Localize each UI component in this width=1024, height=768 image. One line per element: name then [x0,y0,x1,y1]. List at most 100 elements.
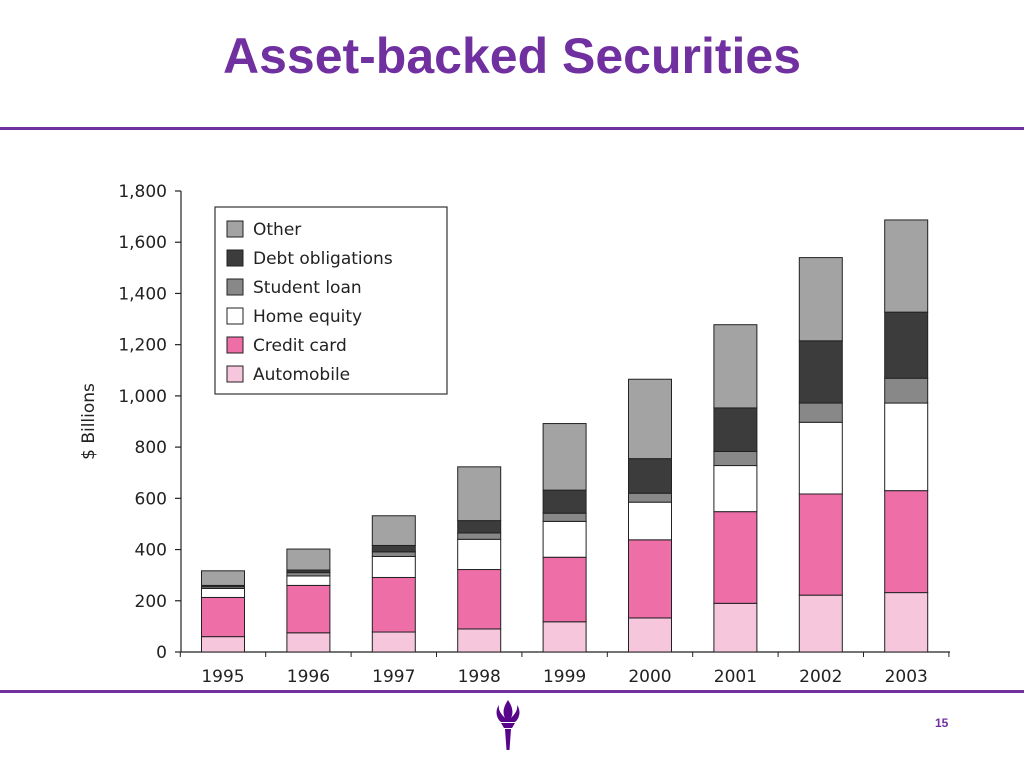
y-tick-label: 1,200 [118,336,167,356]
x-tick-label: 1997 [372,667,415,687]
legend-swatch [226,278,244,296]
bar-segment-automobile [798,594,843,653]
legend-label: Student loan [253,278,362,298]
bar-segment-other [201,570,245,586]
legend-box [214,206,448,395]
bar-segment-other [884,219,929,313]
x-tick-label: 2002 [799,667,842,687]
bar-segment-automobile [628,617,672,653]
bar-segment-debt-obligations [798,340,843,404]
footer-divider [0,690,1024,693]
bar-segment-home-equity [371,555,416,578]
bar-segment-credit-card [884,490,929,594]
chart-svg: $ Billions 0 200 400 600 800 1,000 1,200 1,400 1… [79,182,950,687]
bar-segment-other [713,324,758,409]
bar-segment-debt-obligations [457,520,502,534]
bar-segment-credit-card [798,493,843,596]
y-tick-label: 600 [135,489,167,509]
bar-segment-credit-card [713,511,758,604]
y-tick-label: 1,400 [118,284,167,304]
bar-segment-student-loan [371,551,416,557]
bar-segment-home-equity [884,402,929,492]
bar-segment-debt-obligations [371,544,416,553]
bar-segment-debt-obligations [884,311,929,379]
legend-swatch [226,336,244,354]
bar-segment-other [542,423,587,491]
bar-segment-other [371,515,416,546]
legend-label: Other [253,220,301,240]
bar-stack-1997 [371,515,416,653]
bar-segment-debt-obligations [628,458,672,494]
bar-stack-1999 [542,423,587,653]
legend-swatch [226,307,244,325]
title-divider [0,127,1024,130]
legend-swatch [226,365,244,383]
bar-segment-home-equity [798,421,843,495]
bar-segment-debt-obligations [713,407,758,452]
legend-swatch [226,220,244,238]
legend-label: Home equity [253,307,362,327]
bar-segment-home-equity [713,465,758,513]
bar-segment-automobile [457,628,502,653]
bar-segment-debt-obligations [542,489,587,514]
bar-segment-credit-card [201,596,245,638]
bar-segment-home-equity [628,501,672,541]
bar-stack-2002 [798,257,843,653]
bar-stack-1998 [457,466,502,653]
bars: 1995 1996 1997 1998 1999 2000 2001 2002 2003 [179,219,950,687]
bar-segment-other [628,378,672,460]
x-tick-label: 2000 [628,667,671,687]
slide-title: Asset-backed Securities [222,28,802,84]
bar-segment-credit-card [286,584,331,634]
legend: Other Debt obligations Student loan Home eq… [214,206,448,395]
bar-segment-student-loan [628,492,672,503]
bar-stack-2001 [713,324,758,653]
y-tick-label: 1,600 [118,233,167,253]
bar-segment-credit-card [542,556,587,623]
bar-segment-credit-card [628,539,672,619]
x-tick-label: 1998 [458,667,501,687]
bar-segment-student-loan [798,402,843,423]
bar-stack-2003 [884,219,929,653]
bar-segment-credit-card [457,569,502,630]
bar-segment-student-loan [542,512,587,522]
torch-icon [496,700,520,750]
x-tick-label: 2003 [885,667,928,687]
bar-segment-automobile [201,636,245,653]
bar-stack-2000 [628,378,672,653]
bar-segment-automobile [542,621,587,653]
bar-segment-other [286,548,331,571]
bar-segment-other [457,466,502,522]
bar-segment-home-equity [542,520,587,558]
x-tick-label: 1999 [543,667,586,687]
legend-swatch [226,249,244,267]
bar-stack-1996 [286,548,331,653]
y-tick-label: 200 [135,592,167,612]
legend-label: Credit card [253,336,347,356]
axes: 0 200 400 600 800 1,000 1,200 1,400 1,600 1,800 [118,182,950,663]
bar-segment-automobile [713,602,758,653]
y-tick-label: 1,000 [118,387,167,407]
bar-segment-automobile [371,631,416,653]
bar-segment-home-equity [457,538,502,571]
y-tick-label: 400 [135,541,167,561]
bar-segment-home-equity [286,575,331,586]
bar-segment-student-loan [457,532,502,540]
y-axis-label: $ Billions [79,383,99,460]
bar-segment-automobile [884,592,929,653]
y-tick-label: 800 [135,438,167,458]
bar-segment-other [798,257,843,342]
bar-segment-home-equity [201,587,245,598]
legend-label: Automobile [253,365,350,385]
y-tick-label: 1,800 [118,182,167,202]
bar-segment-automobile [286,632,331,653]
y-axis-label-group: $ Billions [79,383,99,460]
legend-label: Debt obligations [253,249,393,269]
page-number: 15 [935,716,949,730]
x-tick-label: 2001 [714,667,757,687]
bar-segment-student-loan [884,377,929,404]
stacked-bar-chart: $ Billions 0 200 400 600 800 1,000 1,200 1,400 1… [60,170,960,690]
bar-stack-1995 [201,570,245,653]
y-tick-label: 0 [156,643,167,663]
bar-segment-student-loan [713,450,758,467]
